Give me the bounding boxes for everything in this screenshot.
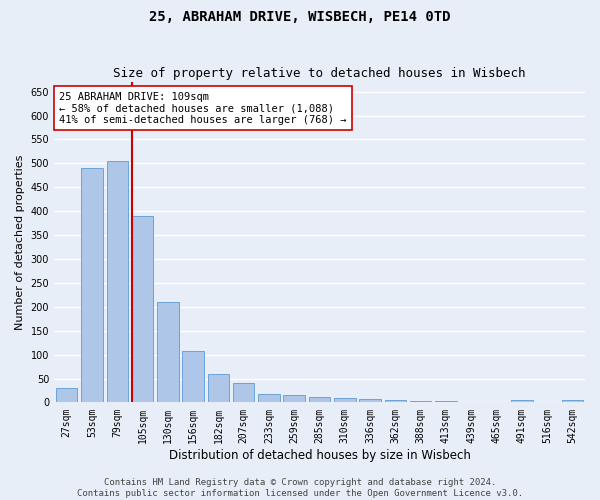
Bar — [182, 352, 204, 403]
Bar — [107, 161, 128, 402]
Bar — [410, 400, 431, 402]
Bar — [334, 398, 356, 402]
Bar — [385, 400, 406, 402]
Title: Size of property relative to detached houses in Wisbech: Size of property relative to detached ho… — [113, 66, 526, 80]
Bar — [233, 384, 254, 402]
Bar — [359, 398, 381, 402]
Bar — [56, 388, 77, 402]
Bar — [258, 394, 280, 402]
X-axis label: Distribution of detached houses by size in Wisbech: Distribution of detached houses by size … — [169, 450, 470, 462]
Bar — [435, 400, 457, 402]
Bar — [81, 168, 103, 402]
Text: Contains HM Land Registry data © Crown copyright and database right 2024.
Contai: Contains HM Land Registry data © Crown c… — [77, 478, 523, 498]
Bar — [309, 396, 330, 402]
Bar — [157, 302, 179, 402]
Text: 25 ABRAHAM DRIVE: 109sqm
← 58% of detached houses are smaller (1,088)
41% of sem: 25 ABRAHAM DRIVE: 109sqm ← 58% of detach… — [59, 92, 347, 125]
Text: 25, ABRAHAM DRIVE, WISBECH, PE14 0TD: 25, ABRAHAM DRIVE, WISBECH, PE14 0TD — [149, 10, 451, 24]
Bar — [562, 400, 583, 402]
Bar — [283, 396, 305, 402]
Bar — [511, 400, 533, 402]
Bar — [132, 216, 153, 402]
Bar — [208, 374, 229, 402]
Y-axis label: Number of detached properties: Number of detached properties — [15, 154, 25, 330]
